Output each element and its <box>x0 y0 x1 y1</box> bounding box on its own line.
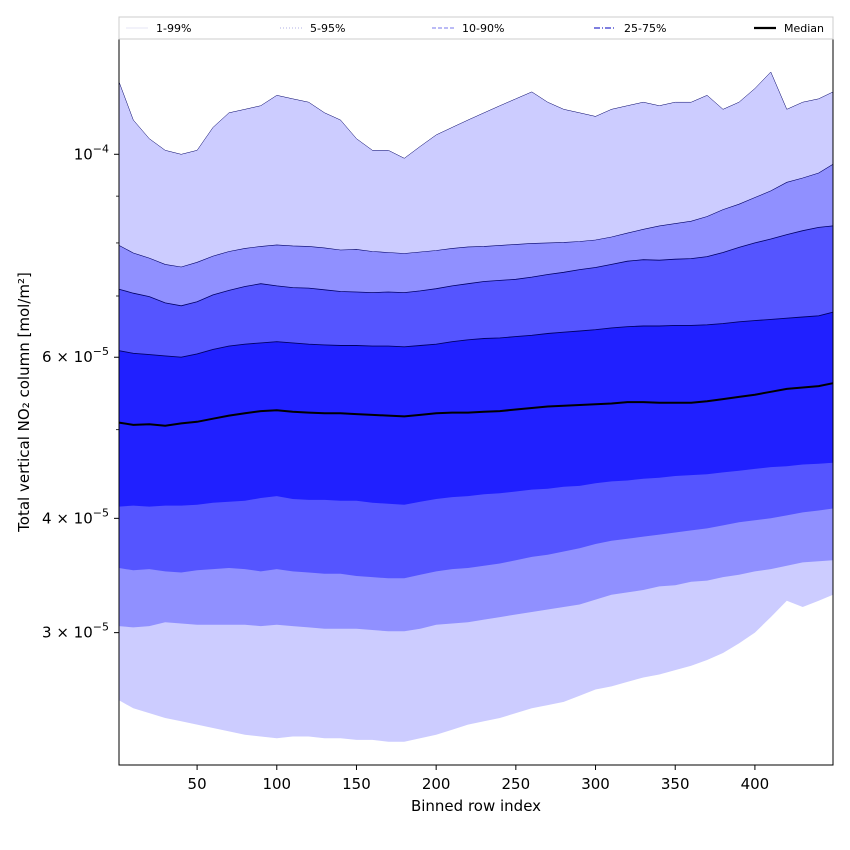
band-upper-edge-25-75pct <box>118 311 834 358</box>
legend-entry-label: Median <box>784 22 824 35</box>
band-upper-edge-1-99pct <box>118 71 834 159</box>
band-upper-edge-5-95pct <box>118 164 834 268</box>
band-upper-edge-10-90pct <box>118 225 834 307</box>
median-line <box>118 382 834 427</box>
legend-frame <box>118 16 834 40</box>
legend-entry-label: 10-90% <box>462 22 504 35</box>
x-tick-label: 150 <box>342 775 371 793</box>
x-tick-label: 400 <box>741 775 770 793</box>
y-tick-label: 10−4 <box>74 142 109 163</box>
y-tick-label: 3 × 10−5 <box>42 621 109 642</box>
y-axis-label: Total vertical NO₂ column [mol/m²] <box>15 272 33 533</box>
y-tick-label: 6 × 10−5 <box>42 345 109 366</box>
y-axis-ticks: 10−4 6 × 10−5 4 × 10−5 3 × 10−5 <box>42 142 119 642</box>
x-tick-label: 300 <box>581 775 610 793</box>
percentile-band-edges <box>118 71 834 358</box>
x-tick-label: 250 <box>502 775 531 793</box>
x-tick-label: 100 <box>262 775 291 793</box>
x-tick-label: 200 <box>422 775 451 793</box>
x-tick-label: 50 <box>188 775 207 793</box>
legend-entry-label: 5-95% <box>310 22 345 35</box>
legend-entry-label: 25-75% <box>624 22 666 35</box>
legend-entry-label: 1-99% <box>156 22 191 35</box>
y-tick-label: 4 × 10−5 <box>42 506 109 527</box>
x-tick-label: 350 <box>661 775 690 793</box>
x-axis-label: Binned row index <box>411 797 541 815</box>
median-layer <box>118 382 834 427</box>
band-25-75pct <box>119 312 833 507</box>
percentile-bands <box>119 72 833 742</box>
legend: 1-99% 5-95% 10-90% 25-75% Median <box>118 16 834 40</box>
x-axis-ticks: 50 100 150 200 250 300 350 400 <box>188 765 770 793</box>
